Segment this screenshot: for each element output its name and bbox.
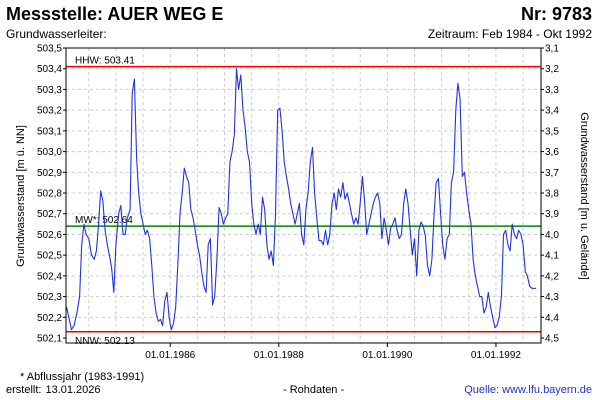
y-tick-label-right: 3,2 [545, 64, 559, 75]
y-tick-label-right: 3,1 [545, 44, 559, 55]
y-tick-label-left: 502,4 [37, 271, 62, 282]
y-tick-label-left: 502,5 [37, 251, 62, 262]
y-tick-label-right: 3,8 [545, 189, 559, 200]
plot-background [66, 48, 541, 343]
y-tick-label-right: 3,3 [545, 85, 559, 96]
y-tick-label-left: 503,3 [37, 85, 62, 96]
y-tick-label-left: 503,4 [37, 64, 62, 75]
y-tick-label-left: 502,8 [37, 189, 62, 200]
y-tick-label-left: 502,1 [37, 334, 62, 345]
y-tick-label-right: 3,6 [545, 147, 559, 158]
y-tick-label-left: 503,5 [37, 44, 62, 55]
y-tick-label-left: 502,9 [37, 168, 62, 179]
series-layer [65, 68, 537, 331]
y-tick-label-left: 503,2 [37, 106, 62, 117]
ref-label-hhw: HHW: 503.41 [75, 56, 135, 67]
created-label: erstellt: [6, 384, 42, 396]
x-tick-label: 01.01.1988 [254, 350, 304, 361]
y-tick-label-right: 4,2 [545, 271, 559, 282]
x-tick-label: 01.01.1990 [362, 350, 412, 361]
y-tick-label-right: 4,5 [545, 334, 559, 345]
y-tick-label-left: 503,1 [37, 126, 62, 137]
footnote: * Abflussjahr (1983-1991) [20, 371, 145, 383]
period-label: Zeitraum: Feb 1984 - Okt 1992 [427, 27, 592, 41]
station-title: Messstelle: AUER WEG E [6, 4, 224, 24]
y-tick-label-left: 502,6 [37, 230, 62, 241]
y-tick-label-right: 4,1 [545, 251, 559, 262]
source-link[interactable]: Quelle: www.lfu.bayern.de [464, 384, 592, 396]
series-line-0 [65, 68, 537, 331]
y-axis-title-right: Grundwasserstand [m u. Gelände] [578, 112, 590, 280]
station-number: Nr: 9783 [520, 4, 592, 24]
x-tick-label: 01.01.1992 [471, 350, 521, 361]
rawdata-label: - Rohdaten - [283, 384, 345, 396]
y-tick-label-right: 3,7 [545, 168, 559, 179]
y-tick-label-right: 3,5 [545, 126, 559, 137]
y-tick-label-right: 4,4 [545, 313, 559, 324]
y-tick-label-right: 3,9 [545, 209, 559, 220]
y-axis-title-left: Grundwasserstand [m ü. NN] [15, 125, 27, 267]
y-tick-label-left: 502,3 [37, 292, 62, 303]
ref-label-nnw: NNW: 502.13 [75, 336, 135, 347]
created-line: erstellt: 13.01.2026 [6, 384, 101, 396]
aquifer-label: Grundwasserleiter: [6, 27, 107, 41]
y-tick-label-left: 502,7 [37, 209, 62, 220]
x-tick-label: 01.01.1986 [145, 350, 195, 361]
axes-layer: 503,5 3,1 503,4 3,2 503,3 3,3 503,2 3,4 503,1 3,5… [37, 44, 559, 362]
y-tick-label-left: 503,0 [37, 147, 62, 158]
y-tick-label-right: 3,4 [545, 106, 559, 117]
y-tick-label-right: 4,0 [545, 230, 559, 241]
plot-frame [65, 47, 542, 344]
grid-layer [66, 48, 541, 343]
y-tick-label-left: 502,2 [37, 313, 62, 324]
created-date: 13.01.2026 [45, 384, 101, 396]
y-tick-label-right: 4,3 [545, 292, 559, 303]
